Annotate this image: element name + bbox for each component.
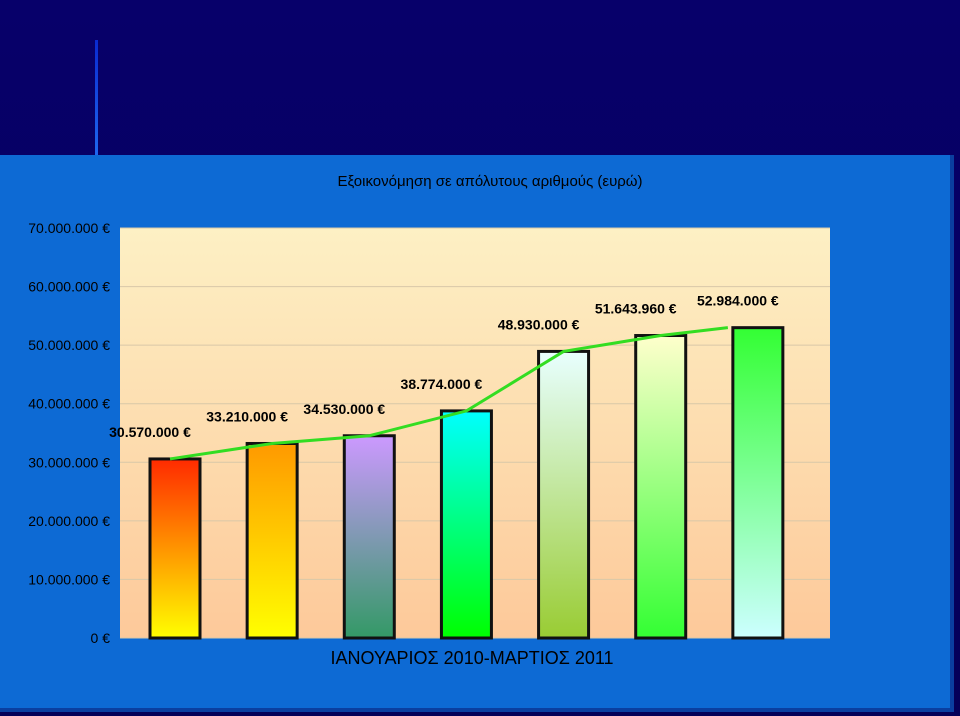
data-label: 51.643.960 € [595, 301, 677, 317]
bar [634, 334, 688, 640]
data-labels: 30.570.000 € 33.210.000 € 34.530.000 € 38.7… [109, 293, 779, 440]
data-label: 33.210.000 € [206, 408, 288, 424]
y-tick-label: 40.000.000 € [28, 396, 110, 412]
data-label: 52.984.000 € [697, 293, 779, 309]
data-label: 48.930.000 € [498, 316, 580, 332]
y-tick-label: 20.000.000 € [28, 513, 110, 529]
bars [148, 326, 785, 640]
y-axis-ticks: 0 € 10.000.000 € 20.000.000 € 30.000.000 € 4… [28, 220, 110, 646]
y-tick-label: 30.000.000 € [28, 454, 110, 470]
bar [245, 441, 299, 640]
y-tick-label: 70.000.000 € [28, 220, 110, 236]
bar [731, 326, 785, 640]
data-label: 30.570.000 € [109, 424, 191, 440]
x-axis-label: ΙΑΝΟΥΑΡΙΟΣ 2010-ΜΑΡΤΙΟΣ 2011 [330, 648, 613, 668]
bar [537, 349, 591, 640]
data-label: 38.774.000 € [401, 376, 483, 392]
chart-title: Εξοικονόμηση σε απόλυτους αριθμούς (ευρώ… [337, 173, 643, 190]
y-tick-label: 10.000.000 € [28, 571, 110, 587]
y-tick-label: 60.000.000 € [28, 279, 110, 295]
accent-line [95, 40, 98, 160]
y-tick-label: 0 € [91, 630, 111, 646]
bar [439, 409, 493, 640]
data-label: 34.530.000 € [303, 401, 385, 417]
y-tick-label: 50.000.000 € [28, 337, 110, 353]
trend-line [169, 326, 729, 461]
bar [342, 434, 396, 640]
bar [148, 457, 202, 640]
